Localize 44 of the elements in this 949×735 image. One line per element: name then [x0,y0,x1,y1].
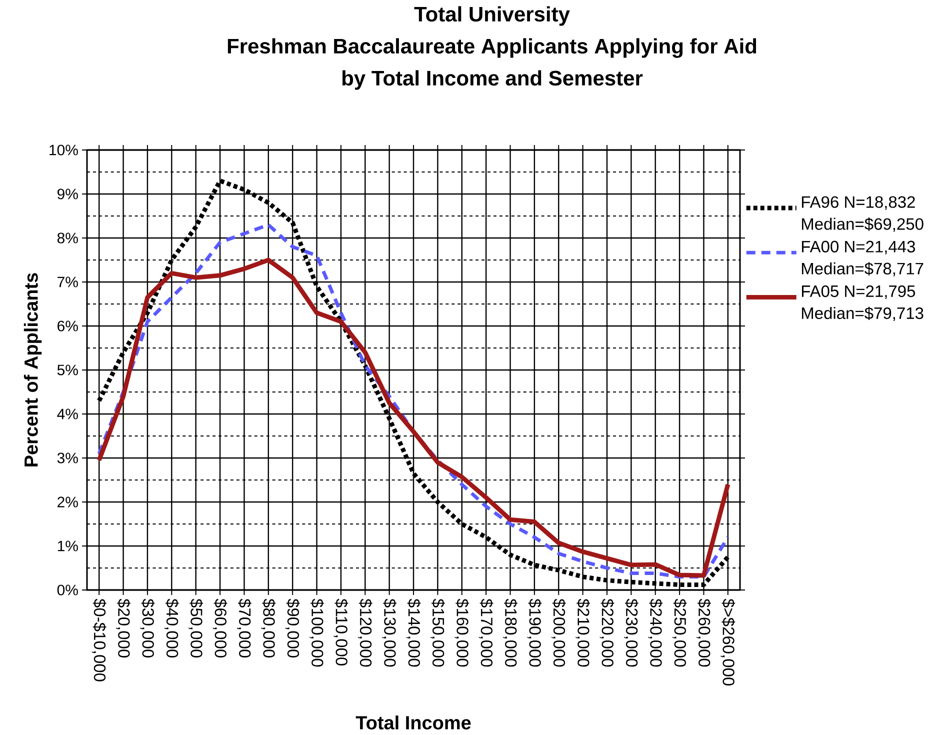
x-axis-title: Total Income [356,716,471,730]
x-tick-label: $40,000 [164,598,179,658]
x-tick-label: $260,000 [696,598,711,667]
y-tick-label: 10% [50,144,78,156]
x-tick-label: $220,000 [600,598,614,667]
x-tick-label: $50,000 [188,598,203,658]
x-tick-label: $130,000 [382,598,396,667]
x-tick-label: $210,000 [576,598,590,667]
y-tick-label: 5% [57,364,78,376]
x-tick-label: $30,000 [140,598,155,658]
y-tick-label: 8% [57,232,78,244]
x-tick-label: $70,000 [237,598,252,658]
y-tick-label: 1% [58,540,78,552]
x-tick-label: $100,000 [310,598,324,667]
x-tick-label: $80,000 [261,598,276,658]
x-tick-label: $120,000 [358,598,372,667]
x-tick-label: $0-$10,000 [92,598,106,682]
x-tick-label: $180,000 [503,598,518,667]
chart-title: Total University Freshman Baccalaureate Applicants Applying for Aid by Total Income and Semester [228,6,756,90]
y-tick-label: 2% [58,496,78,508]
x-tick-label: $140,000 [406,598,421,667]
y-tick-label: 7% [58,276,78,288]
y-tick-label: 0% [57,584,78,596]
y-tick-label: 4% [57,408,78,420]
x-tick-label: $20,000 [116,598,130,658]
x-tick-label: $240,000 [648,598,663,667]
y-tick-label: 9% [58,188,78,200]
legend-label: FA00 N=21,443 Median=$78,717 [802,240,924,276]
x-tick-label: $160,000 [454,598,470,667]
x-tick-label: $190,000 [527,598,542,667]
y-axis-title: Percent of Applicants [24,273,42,466]
x-tick-label: $230,000 [624,598,638,667]
legend-label: FA96 N=18,832 Median=$69,250 [802,196,924,232]
x-tick-label: $>$260,000 [720,598,736,686]
x-tick-label: $60,000 [212,598,228,658]
x-tick-label: $110,000 [334,598,348,666]
y-tick-label: 3% [57,452,78,464]
x-tick-label: $200,000 [551,598,566,667]
y-tick-label: 6% [58,320,78,332]
x-tick-label: $90,000 [285,598,300,658]
x-tick-label: $250,000 [672,598,687,667]
x-tick-label: $170,000 [478,598,494,667]
x-tick-label: $150,000 [430,598,445,667]
legend-label: FA05 N=21,795 Median=$79,713 [802,285,924,322]
